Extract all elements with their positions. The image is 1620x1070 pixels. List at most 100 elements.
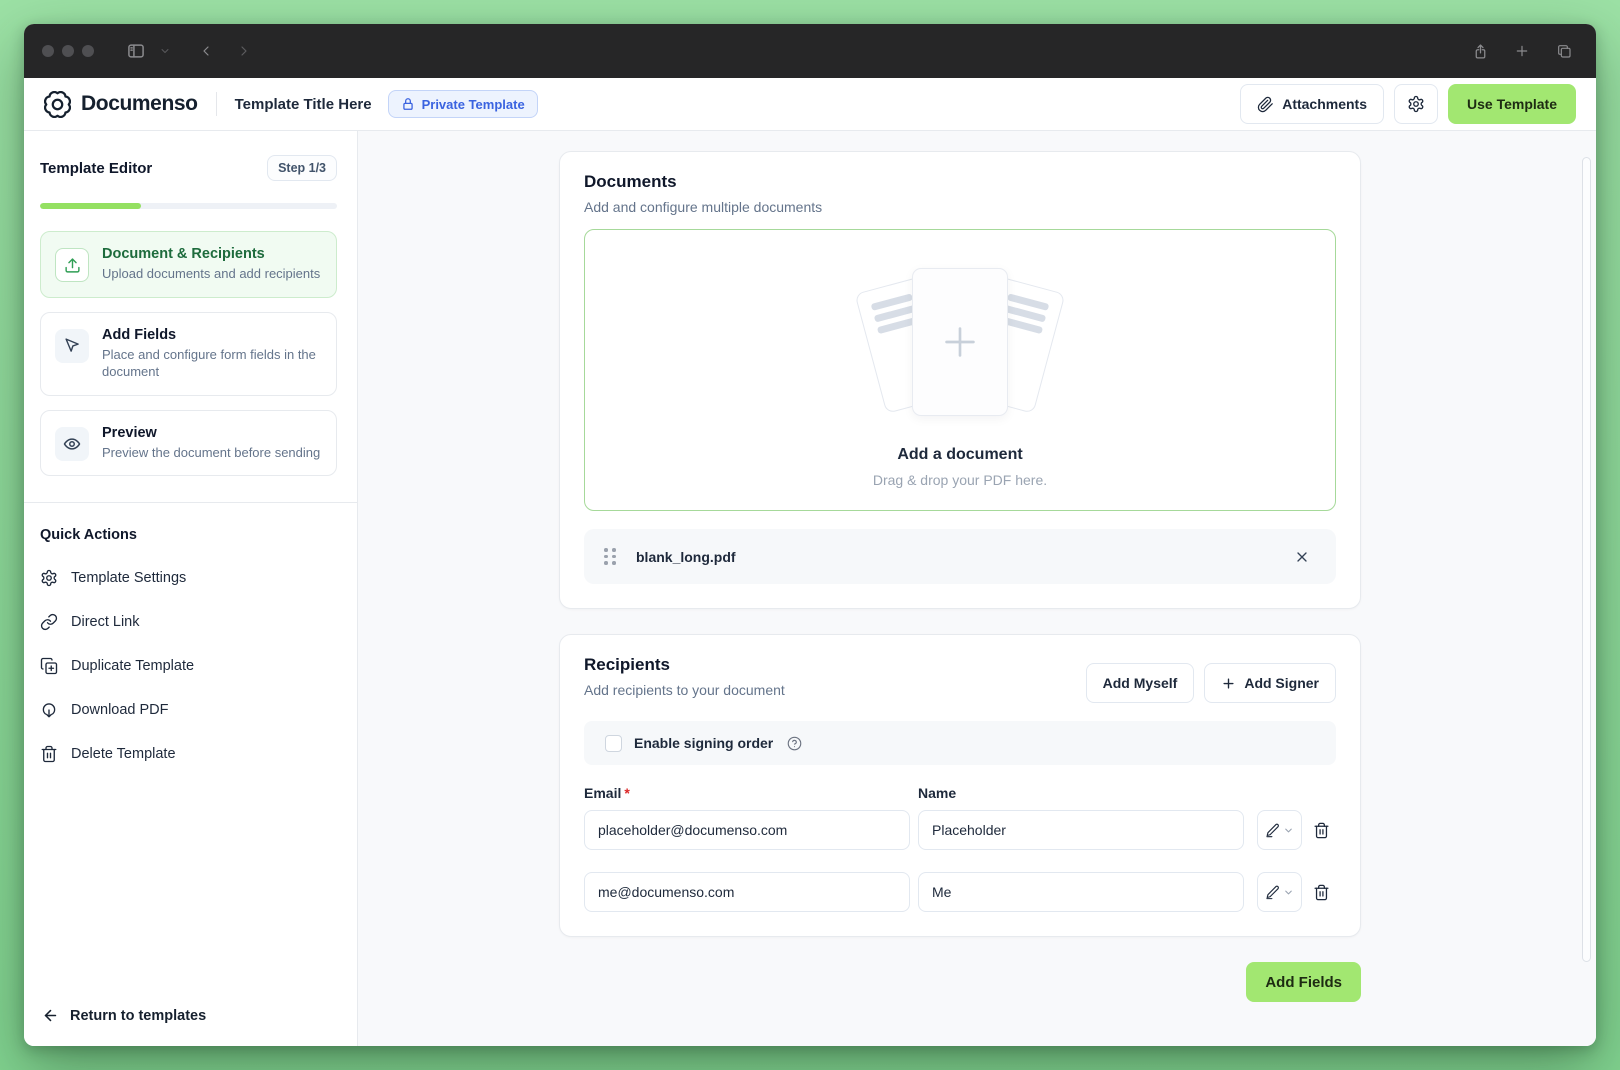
private-template-badge[interactable]: Private Template <box>387 90 538 118</box>
use-template-label: Use Template <box>1467 96 1557 112</box>
documents-subtitle: Add and configure multiple documents <box>584 199 823 215</box>
recipient-email-input[interactable] <box>584 872 910 912</box>
add-myself-button[interactable]: Add Myself <box>1085 663 1195 703</box>
close-window-button[interactable] <box>42 45 54 57</box>
step-description: Place and configure form fields in the d… <box>102 346 316 380</box>
documents-title: Documents <box>584 172 677 191</box>
gear-icon <box>1407 95 1425 113</box>
pen-icon <box>1265 885 1280 900</box>
document-dropzone[interactable]: Add a document Drag & drop your PDF here… <box>584 229 1336 511</box>
progress-bar <box>40 203 337 209</box>
upload-icon <box>55 248 89 282</box>
tabs-overview-icon[interactable] <box>1550 37 1578 65</box>
uploaded-file-row: blank_long.pdf <box>584 529 1336 584</box>
return-to-templates-link[interactable]: Return to templates <box>40 1007 337 1024</box>
add-fields-button[interactable]: Add Fields <box>1246 962 1361 1002</box>
quick-action-duplicate-template[interactable]: Duplicate Template <box>40 657 337 675</box>
new-tab-icon[interactable] <box>1508 37 1536 65</box>
remove-file-button[interactable] <box>1288 543 1316 571</box>
lock-icon <box>401 97 415 111</box>
sidebar-divider <box>24 502 357 504</box>
trash-icon <box>40 745 58 763</box>
delete-recipient-button[interactable] <box>1306 815 1336 845</box>
arrow-left-icon <box>42 1007 59 1024</box>
badge-label: Private Template <box>421 96 525 112</box>
quick-action-delete-template[interactable]: Delete Template <box>40 745 337 763</box>
paperclip-icon <box>1257 96 1274 113</box>
recipient-email-input[interactable] <box>584 810 910 850</box>
quick-action-template-settings[interactable]: Template Settings <box>40 569 337 587</box>
brand[interactable]: Documenso <box>44 90 198 118</box>
share-icon[interactable] <box>1466 37 1494 65</box>
quick-action-label: Duplicate Template <box>71 658 195 675</box>
required-marker: * <box>624 785 630 801</box>
sidebar-toggle-icon[interactable] <box>122 37 150 65</box>
duplicate-icon <box>40 657 58 675</box>
recipient-name-input[interactable] <box>918 872 1244 912</box>
recipient-name-input[interactable] <box>918 810 1244 850</box>
attachments-button[interactable]: Attachments <box>1240 84 1384 124</box>
dropzone-title: Add a document <box>897 446 1023 463</box>
step-preview[interactable]: Preview Preview the document before send… <box>40 409 337 477</box>
plus-icon <box>1221 676 1236 691</box>
forward-icon[interactable] <box>230 37 258 65</box>
file-name: blank_long.pdf <box>636 548 736 565</box>
documenso-logo-icon <box>44 90 71 118</box>
recipient-role-button[interactable] <box>1257 810 1302 850</box>
recipient-row <box>584 810 1336 850</box>
add-signer-label: Add Signer <box>1244 675 1319 691</box>
recipients-subtitle: Add recipients to your document <box>584 682 785 698</box>
documents-card: Documents Add and configure multiple doc… <box>559 151 1361 609</box>
add-myself-label: Add Myself <box>1102 675 1178 691</box>
signing-order-checkbox[interactable] <box>605 734 622 752</box>
recipients-title: Recipients <box>584 655 670 674</box>
chevron-down-icon <box>1283 825 1294 836</box>
documents-illustration <box>854 268 1066 420</box>
download-icon <box>40 701 58 719</box>
template-title[interactable]: Template Title Here <box>234 95 372 113</box>
recipients-card: Recipients Add recipients to your docume… <box>559 634 1361 937</box>
browser-window: Documenso Template Title Here Private Te… <box>24 24 1596 1046</box>
chevron-down-icon <box>1283 887 1294 898</box>
back-icon[interactable] <box>192 37 220 65</box>
step-title: Preview <box>102 424 157 441</box>
chevron-down-icon[interactable] <box>156 37 174 65</box>
step-document-recipients[interactable]: Document & Recipients Upload documents a… <box>40 231 337 298</box>
dropzone-subtitle: Drag & drop your PDF here. <box>872 472 1048 488</box>
step-title: Document & Recipients <box>102 246 265 262</box>
main-content: Documents Add and configure multiple doc… <box>358 131 1596 1046</box>
help-circle-icon[interactable] <box>787 736 802 751</box>
quick-action-label: Download PDF <box>71 702 169 719</box>
signing-order-label: Enable signing order <box>634 735 774 751</box>
quick-action-download-pdf[interactable]: Download PDF <box>40 701 337 719</box>
drag-handle-icon[interactable] <box>604 548 616 565</box>
settings-button[interactable] <box>1394 84 1438 124</box>
browser-titlebar <box>24 24 1596 78</box>
eye-icon <box>55 426 89 461</box>
zoom-window-button[interactable] <box>82 45 94 57</box>
quick-actions-title: Quick Actions <box>40 527 137 544</box>
use-template-button[interactable]: Use Template <box>1448 84 1576 124</box>
quick-action-label: Direct Link <box>71 614 140 631</box>
gear-icon <box>40 569 58 587</box>
name-label: Name <box>918 785 957 801</box>
add-signer-button[interactable]: Add Signer <box>1204 663 1336 703</box>
quick-action-label: Delete Template <box>71 746 176 763</box>
minimize-window-button[interactable] <box>62 45 74 57</box>
pen-icon <box>1265 823 1280 838</box>
illustration-card-center <box>912 268 1008 416</box>
recipient-role-button[interactable] <box>1257 872 1302 912</box>
app-header: Documenso Template Title Here Private Te… <box>24 78 1596 131</box>
vertical-scrollbar[interactable] <box>1582 157 1591 963</box>
brand-name: Documenso <box>81 92 198 115</box>
quick-action-direct-link[interactable]: Direct Link <box>40 613 337 631</box>
quick-action-label: Template Settings <box>71 570 187 587</box>
step-add-fields[interactable]: Add Fields Place and configure form fiel… <box>40 311 337 396</box>
delete-recipient-button[interactable] <box>1306 877 1336 907</box>
plus-icon <box>937 319 983 365</box>
header-divider <box>215 92 217 116</box>
step-title: Add Fields <box>102 326 177 343</box>
progress-fill <box>40 203 141 209</box>
signing-order-row: Enable signing order <box>584 721 1336 765</box>
